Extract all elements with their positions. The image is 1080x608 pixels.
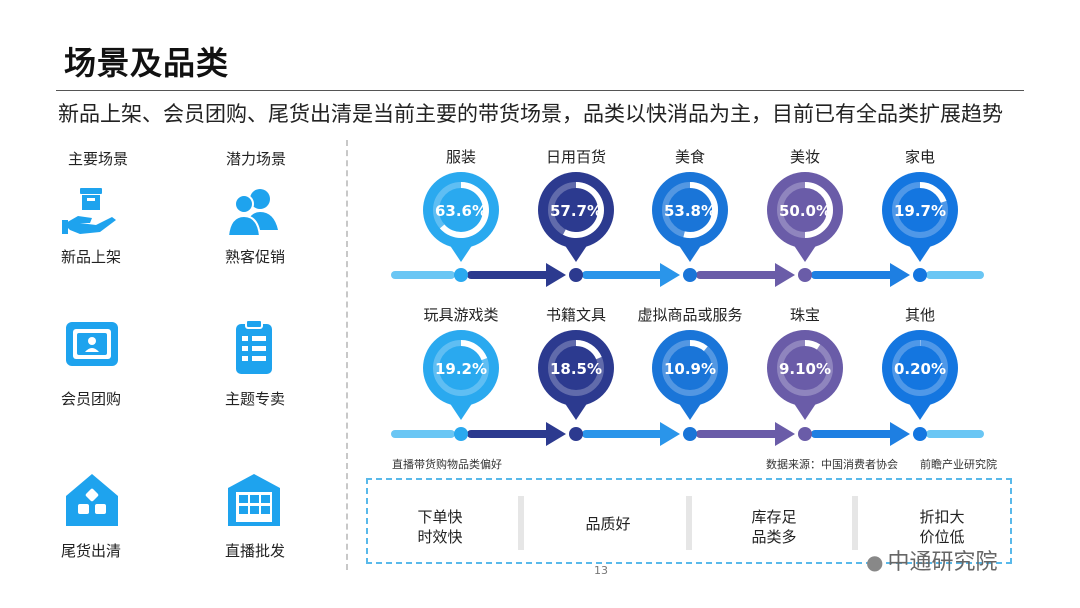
timeline-arrow	[775, 422, 795, 446]
scene-label: 直播批发	[224, 542, 285, 560]
page-number: 13	[594, 564, 608, 577]
pin-circle	[652, 330, 728, 406]
timeline-dot	[683, 427, 697, 441]
value-label: 19.2%	[435, 360, 487, 378]
page-subtitle: 新品上架、会员团购、尾货出清是当前主要的带货场景，品类以快消品为主，目前已有全品…	[58, 102, 1003, 126]
value-label: 50.0%	[779, 202, 831, 220]
category-label: 家电	[905, 148, 935, 166]
category-label: 日用百货	[546, 148, 606, 166]
donut-arc	[689, 340, 708, 352]
category-label: 玩具游戏类	[423, 306, 498, 324]
timeline-dot	[683, 268, 697, 282]
timeline-arrow	[775, 263, 795, 287]
timeline-dot	[454, 268, 468, 282]
box-on-hand-icon	[60, 184, 120, 244]
category-label: 美妆	[790, 148, 820, 166]
value-label: 19.7%	[894, 202, 946, 220]
scene-label: 新品上架	[60, 248, 121, 266]
value-label: 0.20%	[894, 360, 946, 378]
features-box	[366, 478, 1012, 564]
feature-item: 品质好	[585, 515, 631, 533]
category-chart: 服装 63.6% 日用百货 57.7% 美食 53.8% 美妆 50.0% 家电 19.7% 玩具游…	[391, 148, 984, 446]
category-label: 美食	[675, 148, 705, 166]
potential-scenes-header: 潜力场景	[226, 150, 287, 168]
wechat-icon: ●	[866, 550, 888, 574]
timeline-dot	[913, 427, 927, 441]
timeline-dot	[454, 427, 468, 441]
category-label: 其他	[905, 306, 935, 324]
timeline-arrow	[546, 422, 566, 446]
feature-separator	[686, 496, 692, 550]
timeline-arrow	[660, 422, 680, 446]
donut-arc	[575, 340, 602, 360]
scene-label: 熟客促销	[224, 248, 285, 266]
value-label: 63.6%	[435, 202, 487, 220]
timeline-dot	[913, 268, 927, 282]
donut-arc	[804, 340, 821, 350]
member-card-icon	[62, 318, 122, 378]
institute-note: 前瞻产业研究院	[920, 458, 997, 471]
timeline-dot	[798, 268, 812, 282]
clipboard-list-icon	[224, 318, 284, 378]
category-label: 虚拟商品或服务	[637, 306, 742, 324]
users-icon	[224, 184, 284, 244]
category-label: 珠宝	[790, 306, 820, 324]
timeline-dot	[798, 427, 812, 441]
value-label: 18.5%	[550, 360, 602, 378]
value-label: 57.7%	[550, 202, 602, 220]
scene-label: 主题专卖	[224, 390, 285, 408]
feature-separator	[852, 496, 858, 550]
donut-arc	[439, 182, 489, 238]
source-note: 数据来源：中国消费者协会	[766, 458, 898, 471]
donut-arc	[460, 340, 488, 361]
feature-item: 折扣大 价位低	[919, 508, 965, 546]
timeline-dot	[569, 427, 583, 441]
value-label: 53.8%	[664, 202, 716, 220]
value-label: 9.10%	[779, 360, 831, 378]
donut-arc	[804, 182, 833, 238]
timeline-arrow	[546, 263, 566, 287]
category-label: 服装	[446, 148, 476, 166]
chart-footnote: 直播带货购物品类偏好	[392, 458, 502, 471]
house-blocks-icon	[62, 470, 122, 530]
watermark-text: 中通研究院	[887, 550, 998, 575]
category-label: 书籍文具	[546, 306, 606, 324]
donut-arc	[562, 182, 604, 238]
panel-divider	[346, 140, 348, 570]
title-rule	[56, 90, 1024, 91]
donut-arc	[919, 182, 947, 203]
scene-label: 尾货出清	[60, 542, 121, 560]
feature-item: 下单快 时效快	[417, 508, 463, 546]
pin-circle	[767, 330, 843, 406]
value-label: 10.9%	[664, 360, 716, 378]
watermark: ● 中通研究院	[866, 544, 997, 576]
timeline-arrow	[660, 263, 680, 287]
feature-item: 库存足 品类多	[751, 508, 797, 546]
warehouse-icon	[224, 470, 284, 530]
timeline-dot	[569, 268, 583, 282]
page-title: 场景及品类	[64, 44, 230, 82]
timeline-arrow	[890, 263, 910, 287]
pin-circle	[882, 330, 958, 406]
donut-arc	[683, 182, 718, 238]
scene-label: 会员团购	[60, 390, 121, 408]
timeline-arrow	[890, 422, 910, 446]
feature-separator	[518, 496, 524, 550]
main-scenes-header: 主要场景	[68, 150, 129, 168]
